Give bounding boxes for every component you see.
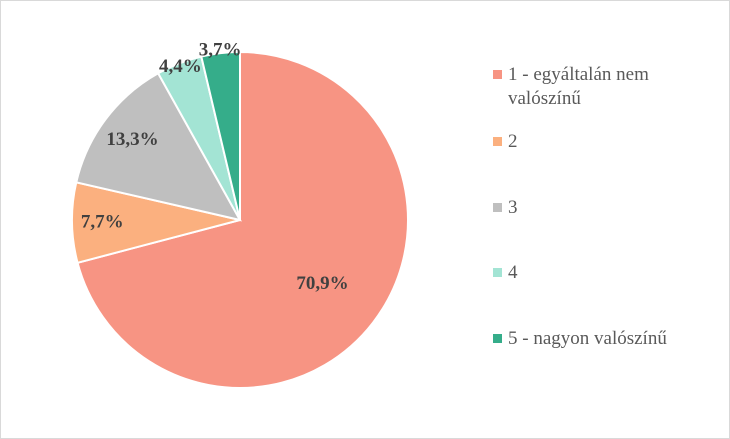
- legend-swatch-4: [493, 268, 502, 277]
- legend-swatch-1: [493, 70, 502, 79]
- legend-label-1: 1 - egyáltalán nem valószínű: [508, 64, 649, 109]
- pie-slice-3: [75, 71, 242, 222]
- slice-label-5: 3,7%: [199, 39, 242, 60]
- legend-label-3: 3: [508, 197, 518, 218]
- legend-item-1: 1 - egyáltalán nem valószínű: [493, 63, 725, 111]
- slice-label-3: 13,3%: [106, 129, 158, 150]
- legend-item-5: 5 - nagyon valószínű: [493, 327, 725, 351]
- slice-label-1: 70,9%: [296, 273, 348, 294]
- legend-swatch-3: [493, 203, 502, 212]
- legend-item-3: 3: [493, 196, 725, 220]
- slice-label-4: 4,4%: [159, 56, 202, 77]
- legend-label-2: 2: [508, 131, 518, 152]
- legend-swatch-2: [493, 137, 502, 146]
- legend-label-5: 5 - nagyon valószínű: [508, 328, 667, 349]
- pie-slice-1: [76, 50, 409, 389]
- pie-slice-5: [200, 50, 241, 221]
- legend-swatch-5: [493, 334, 502, 343]
- legend-label-4: 4: [508, 262, 518, 283]
- legend-item-2: 2: [493, 130, 725, 154]
- legend-item-4: 4: [493, 261, 725, 285]
- slice-label-2: 7,7%: [81, 212, 124, 233]
